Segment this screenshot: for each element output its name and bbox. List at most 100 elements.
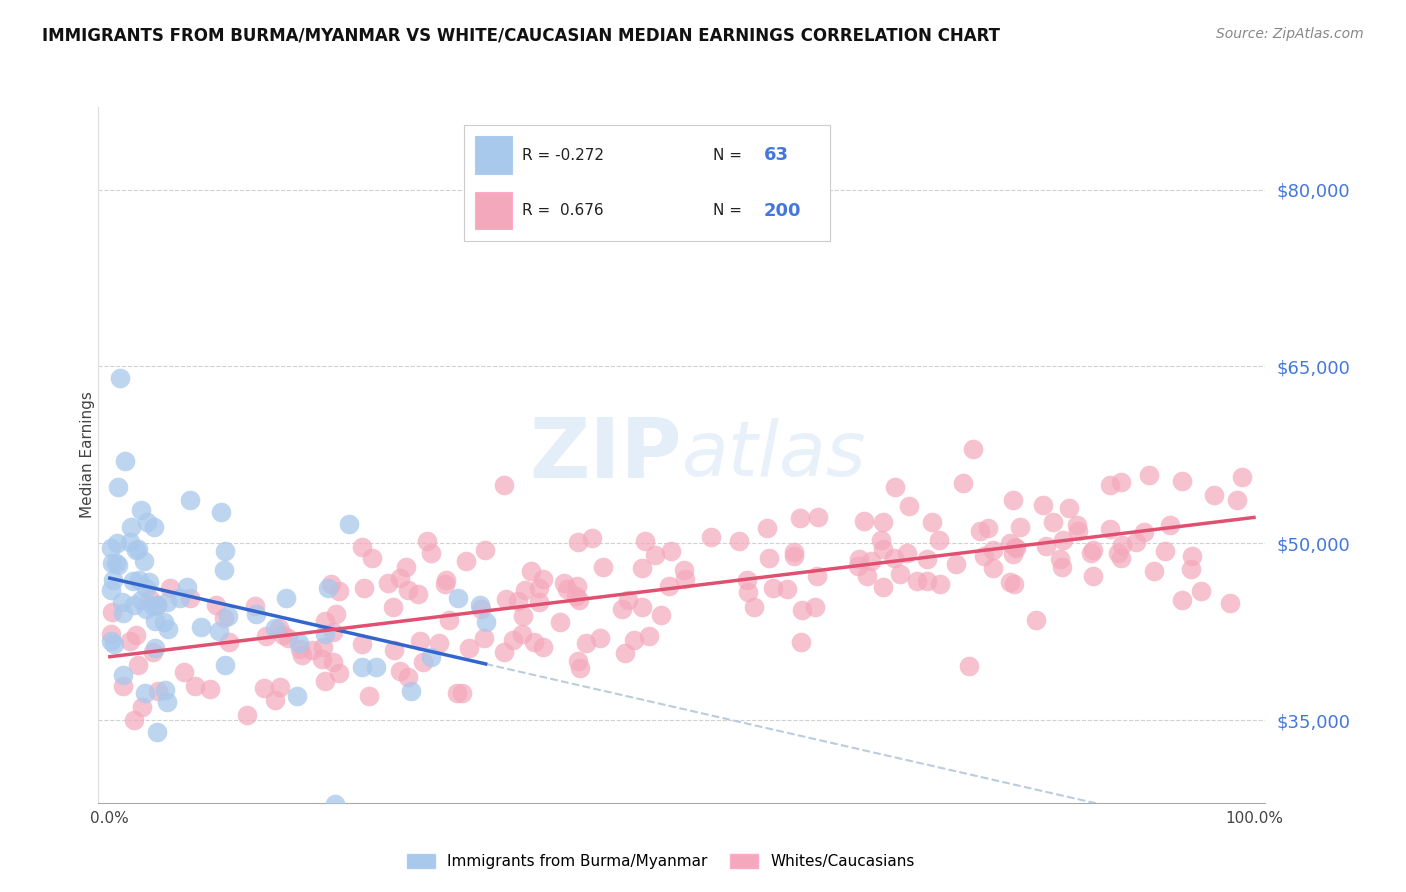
- Point: [143, 641, 166, 656]
- Point: [124, 542, 146, 557]
- Point: [1032, 499, 1054, 513]
- Point: [1142, 564, 1164, 578]
- Point: [1098, 522, 1121, 536]
- Point: [395, 559, 418, 574]
- Point: [179, 591, 201, 606]
- Point: [388, 665, 411, 679]
- Point: [339, 517, 361, 532]
- Point: [352, 541, 374, 555]
- Point: [406, 587, 429, 601]
- Point: [152, 615, 174, 630]
- Point: [672, 563, 695, 577]
- Point: [575, 636, 598, 650]
- Point: [1025, 613, 1047, 627]
- Point: [366, 660, 388, 674]
- Point: [388, 571, 411, 585]
- Point: [789, 511, 811, 525]
- Point: [1052, 533, 1074, 547]
- Point: [146, 683, 169, 698]
- Point: [1226, 492, 1249, 507]
- Point: [214, 563, 236, 577]
- Point: [1081, 568, 1104, 582]
- Point: [264, 621, 287, 635]
- Point: [134, 554, 156, 568]
- Point: [523, 635, 546, 649]
- Point: [134, 686, 156, 700]
- Point: [157, 622, 180, 636]
- Point: [758, 551, 780, 566]
- Point: [529, 594, 551, 608]
- Point: [159, 581, 181, 595]
- Point: [122, 713, 145, 727]
- Y-axis label: Median Earnings: Median Earnings: [80, 392, 94, 518]
- Point: [129, 502, 152, 516]
- Point: [872, 515, 894, 529]
- Point: [100, 626, 122, 640]
- Point: [470, 602, 492, 616]
- Text: 63: 63: [763, 146, 789, 164]
- Point: [245, 607, 267, 621]
- Point: [631, 561, 654, 575]
- Point: [1002, 577, 1025, 591]
- Point: [872, 541, 894, 556]
- Point: [274, 591, 297, 606]
- Point: [205, 598, 228, 612]
- Point: [416, 534, 439, 549]
- Legend: Immigrants from Burma/Myanmar, Whites/Caucasians: Immigrants from Burma/Myanmar, Whites/Ca…: [401, 848, 921, 875]
- Point: [506, 594, 529, 608]
- Point: [896, 546, 918, 560]
- Point: [848, 552, 870, 566]
- Point: [457, 641, 479, 656]
- Point: [1004, 540, 1026, 554]
- Point: [301, 643, 323, 657]
- Point: [325, 607, 347, 621]
- Point: [1080, 545, 1102, 559]
- Point: [419, 546, 441, 560]
- Point: [245, 599, 267, 614]
- Point: [352, 636, 374, 650]
- Point: [169, 591, 191, 605]
- Point: [520, 564, 543, 578]
- Point: [929, 576, 952, 591]
- Point: [179, 493, 201, 508]
- Point: [565, 589, 588, 603]
- Point: [314, 674, 336, 689]
- Point: [290, 642, 312, 657]
- Point: [1059, 500, 1081, 515]
- Point: [311, 640, 333, 655]
- Point: [254, 629, 277, 643]
- Point: [111, 606, 134, 620]
- Point: [883, 480, 905, 494]
- Point: [451, 686, 474, 700]
- Point: [107, 480, 129, 494]
- Point: [492, 478, 515, 492]
- Point: [623, 633, 645, 648]
- Point: [952, 476, 974, 491]
- Point: [107, 558, 129, 572]
- Point: [1005, 541, 1028, 556]
- Point: [650, 607, 672, 622]
- Point: [1154, 544, 1177, 558]
- Point: [323, 797, 346, 811]
- Point: [917, 574, 939, 588]
- Point: [316, 581, 339, 595]
- Point: [568, 661, 591, 675]
- Point: [382, 600, 405, 615]
- Point: [131, 699, 153, 714]
- Point: [1171, 474, 1194, 488]
- Point: [100, 541, 122, 556]
- Point: [783, 545, 806, 559]
- Point: [527, 581, 550, 595]
- Point: [803, 600, 825, 615]
- Point: [973, 549, 995, 563]
- Point: [103, 637, 125, 651]
- Point: [531, 573, 554, 587]
- Point: [700, 530, 723, 544]
- Point: [382, 643, 405, 657]
- Point: [790, 634, 813, 648]
- Point: [112, 667, 135, 681]
- Point: [1125, 535, 1147, 549]
- Point: [898, 499, 921, 513]
- Point: [742, 600, 765, 615]
- Point: [311, 652, 333, 666]
